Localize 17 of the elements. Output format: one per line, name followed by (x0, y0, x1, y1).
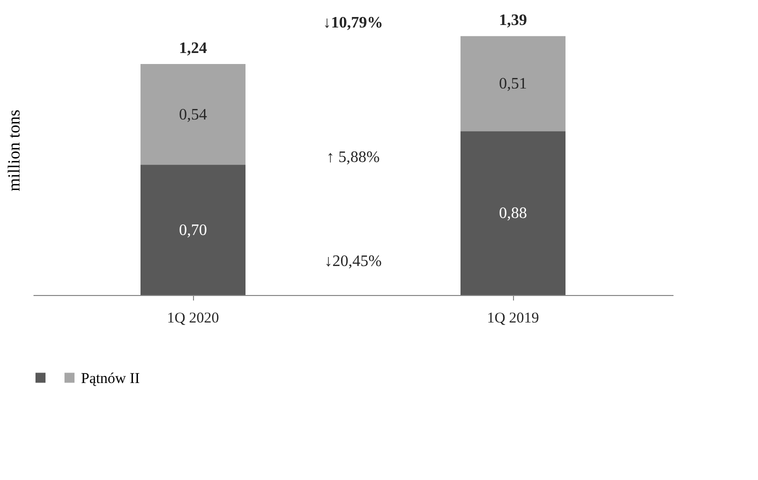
data-label: 0,54 (179, 106, 207, 124)
total-label: 1,39 (499, 12, 527, 30)
x-tick-label: 1Q 2020 (166, 310, 220, 326)
bar (460, 131, 566, 295)
total-label: 1,24 (179, 40, 207, 58)
annotation: ↑ 5,88% (326, 148, 380, 166)
data-label: 0,70 (179, 222, 207, 239)
annotation: ↓20,45% (324, 253, 382, 270)
legend-label: Pątnów II (81, 370, 140, 387)
data-label: 0,88 (499, 205, 527, 222)
bar (460, 36, 566, 132)
y-axis-title: million tons (4, 110, 24, 192)
x-tick-label: 1Q 2019 (486, 310, 540, 326)
bar (140, 64, 246, 165)
text: ↓10,79% (323, 14, 383, 32)
data-label: 0,51 (499, 76, 527, 93)
bar (140, 164, 246, 295)
